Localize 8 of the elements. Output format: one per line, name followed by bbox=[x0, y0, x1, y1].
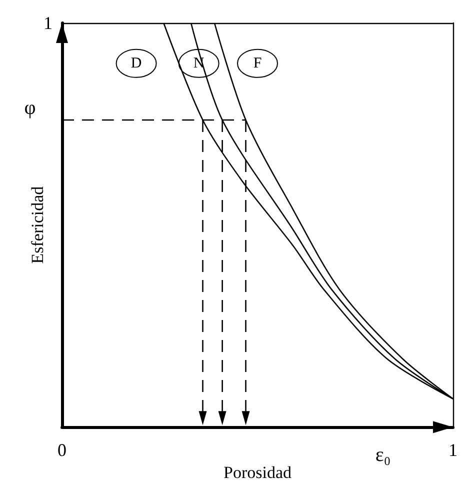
x-axis-title: Porosidad bbox=[224, 463, 292, 482]
text: ε₀ bbox=[375, 444, 391, 466]
text: 1 bbox=[44, 13, 52, 33]
annotation: D bbox=[130, 55, 142, 72]
y-axis-title: Esfericidad bbox=[28, 186, 47, 264]
x-tick-label: 0 bbox=[58, 440, 66, 460]
annotation: F bbox=[253, 55, 262, 72]
text: φ bbox=[24, 97, 36, 119]
